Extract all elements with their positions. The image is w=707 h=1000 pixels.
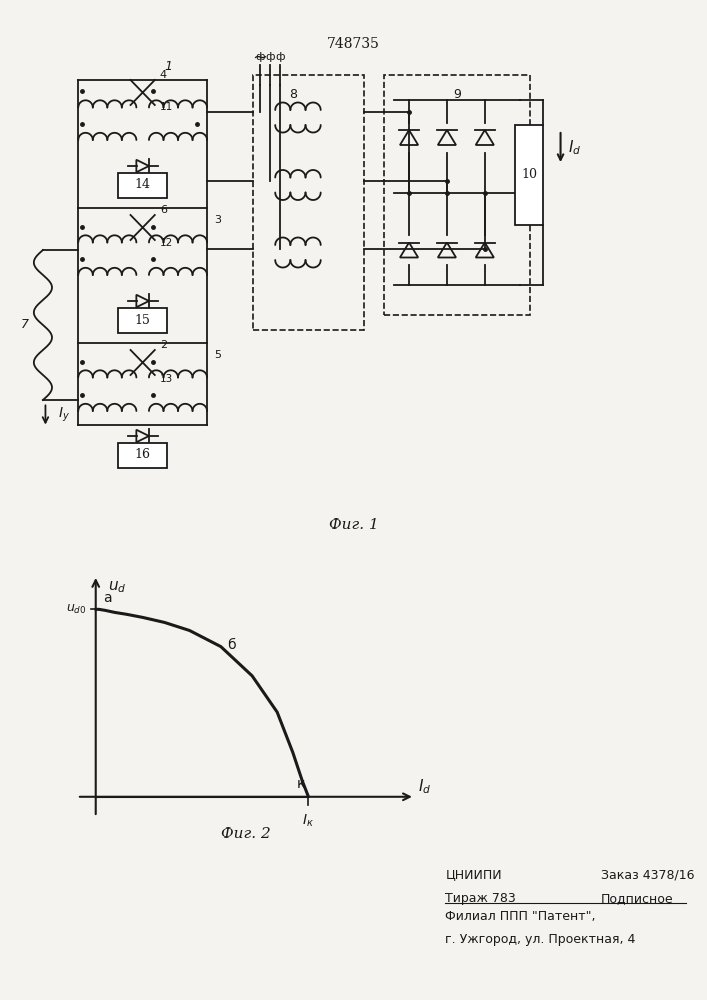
Text: 11: 11 <box>160 103 173 112</box>
Text: 3: 3 <box>215 215 221 225</box>
Bar <box>119 308 167 332</box>
Bar <box>252 75 363 330</box>
Text: $I_y$: $I_y$ <box>58 406 70 424</box>
Text: 748735: 748735 <box>327 37 380 51</box>
Text: 13: 13 <box>160 373 173 383</box>
Text: 10: 10 <box>521 168 537 182</box>
Bar <box>515 125 543 225</box>
Text: ~: ~ <box>252 48 267 66</box>
Bar <box>119 172 167 198</box>
Text: $I_d$: $I_d$ <box>568 138 581 157</box>
Text: ЦНИИПИ: ЦНИИПИ <box>445 868 502 881</box>
Text: 9: 9 <box>453 88 461 101</box>
Text: 2: 2 <box>160 340 167 350</box>
Text: $u_{d0}$: $u_{d0}$ <box>66 603 86 616</box>
Text: 1: 1 <box>164 60 172 73</box>
Text: $u_d$: $u_d$ <box>108 579 127 595</box>
Text: к: к <box>297 777 305 791</box>
Text: Филиал ППП "Патент",: Филиал ППП "Патент", <box>445 910 596 923</box>
Text: Тираж 783: Тираж 783 <box>445 892 516 905</box>
Text: Заказ 4378/16: Заказ 4378/16 <box>601 868 694 881</box>
Text: 4: 4 <box>160 70 167 80</box>
Bar <box>384 75 530 315</box>
Text: а: а <box>103 591 112 605</box>
Text: $I_к$: $I_к$ <box>303 813 315 829</box>
Text: 12: 12 <box>160 237 173 247</box>
Bar <box>119 442 167 468</box>
Text: ф: ф <box>265 52 275 62</box>
Text: ф: ф <box>255 52 265 62</box>
Text: Подписное: Подписное <box>601 892 674 905</box>
Text: 15: 15 <box>135 314 151 326</box>
Text: Фиг. 1: Фиг. 1 <box>329 518 378 532</box>
Text: 5: 5 <box>215 350 221 360</box>
Text: 16: 16 <box>134 448 151 462</box>
Text: 7: 7 <box>21 318 29 332</box>
Text: 14: 14 <box>134 178 151 192</box>
Text: 6: 6 <box>160 205 167 215</box>
Text: 8: 8 <box>289 88 297 101</box>
Text: б: б <box>227 638 235 652</box>
Text: Фиг. 2: Фиг. 2 <box>221 827 271 841</box>
Text: ф: ф <box>276 52 285 62</box>
Text: $I_d$: $I_d$ <box>418 777 431 796</box>
Text: г. Ужгород, ул. Проектная, 4: г. Ужгород, ул. Проектная, 4 <box>445 933 636 946</box>
